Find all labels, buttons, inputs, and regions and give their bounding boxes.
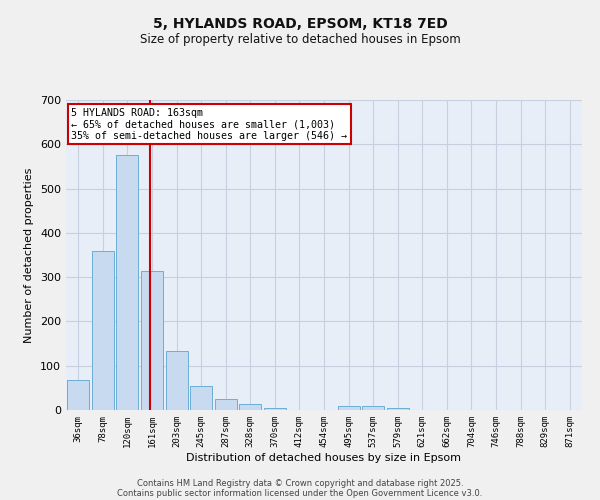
Text: 5, HYLANDS ROAD, EPSOM, KT18 7ED: 5, HYLANDS ROAD, EPSOM, KT18 7ED: [152, 18, 448, 32]
Bar: [67, 380, 89, 410]
Bar: [141, 270, 163, 410]
Bar: [166, 351, 188, 410]
Bar: [386, 408, 409, 410]
Bar: [338, 406, 359, 410]
X-axis label: Distribution of detached houses by size in Epsom: Distribution of detached houses by size …: [187, 452, 461, 462]
Text: Size of property relative to detached houses in Epsom: Size of property relative to detached ho…: [140, 32, 460, 46]
Bar: [92, 252, 114, 410]
Bar: [239, 404, 262, 410]
Text: Contains HM Land Registry data © Crown copyright and database right 2025.: Contains HM Land Registry data © Crown c…: [137, 478, 463, 488]
Bar: [116, 156, 139, 410]
Bar: [215, 399, 237, 410]
Bar: [190, 386, 212, 410]
Bar: [264, 408, 286, 410]
Text: 5 HYLANDS ROAD: 163sqm
← 65% of detached houses are smaller (1,003)
35% of semi-: 5 HYLANDS ROAD: 163sqm ← 65% of detached…: [71, 108, 347, 141]
Text: Contains public sector information licensed under the Open Government Licence v3: Contains public sector information licen…: [118, 488, 482, 498]
Y-axis label: Number of detached properties: Number of detached properties: [25, 168, 34, 342]
Bar: [362, 406, 384, 410]
